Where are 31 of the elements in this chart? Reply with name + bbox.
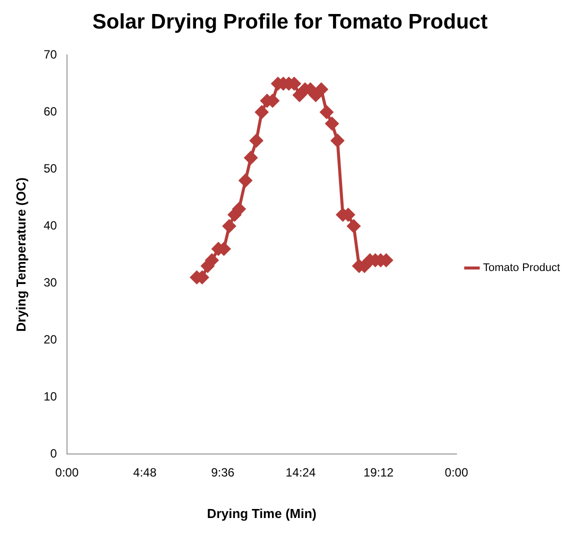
x-tick-label: 9:36 bbox=[211, 466, 235, 480]
point bbox=[255, 106, 268, 119]
y-axis-title: Drying Temperature (OC) bbox=[13, 177, 28, 332]
y-tick-label: 70 bbox=[44, 48, 58, 62]
point bbox=[331, 134, 344, 148]
y-tick-label: 60 bbox=[44, 104, 58, 118]
chart-title: Solar Drying Profile for Tomato Product bbox=[92, 10, 488, 34]
legend-label: Tomato Product bbox=[482, 262, 560, 274]
point bbox=[238, 174, 252, 188]
y-tick-label: 20 bbox=[44, 332, 58, 346]
y-tick-label: 10 bbox=[44, 389, 58, 404]
point bbox=[232, 202, 246, 216]
point bbox=[314, 82, 328, 96]
point bbox=[347, 220, 360, 233]
y-tick-label: 0 bbox=[50, 446, 58, 460]
x-tick-label: 0:00 bbox=[444, 466, 468, 480]
point bbox=[320, 106, 334, 119]
x-tick-label: 0:00 bbox=[55, 466, 79, 480]
point bbox=[205, 254, 218, 267]
point bbox=[222, 220, 236, 233]
point bbox=[250, 134, 263, 148]
x-tick-label: 4:48 bbox=[133, 466, 157, 480]
x-axis-title: Drying Time (Min) bbox=[206, 506, 316, 521]
x-tick-label: 14:24 bbox=[286, 466, 316, 480]
point bbox=[244, 151, 258, 164]
y-tick-label: 40 bbox=[44, 218, 58, 232]
y-tick-label: 30 bbox=[44, 275, 58, 290]
y-tick-label: 50 bbox=[44, 161, 58, 176]
x-tick-label: 19:12 bbox=[364, 466, 394, 480]
point bbox=[325, 117, 338, 130]
point bbox=[293, 88, 306, 102]
